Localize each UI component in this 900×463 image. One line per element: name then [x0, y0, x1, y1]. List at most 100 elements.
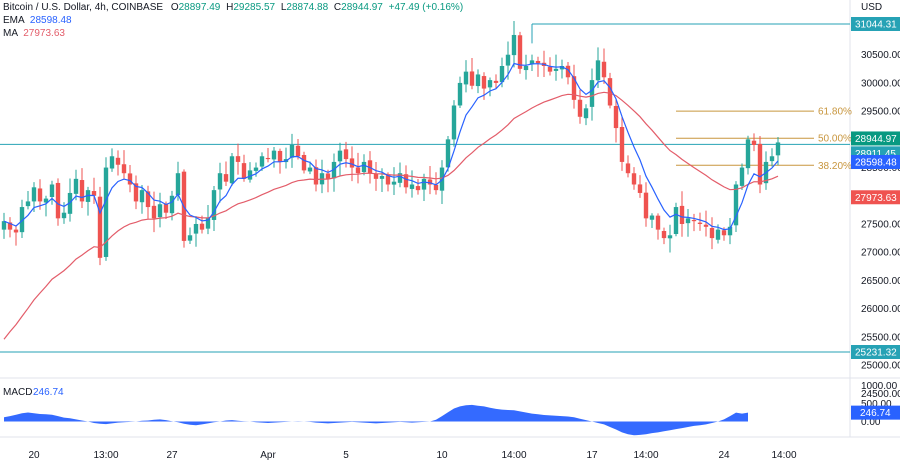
candle-body: [241, 163, 247, 179]
close-key: C: [333, 2, 342, 13]
candle-body: [247, 170, 253, 180]
candle-body: [289, 144, 295, 158]
candle-body: [757, 143, 763, 185]
candle-body: [73, 178, 79, 194]
candle-body: [151, 205, 157, 219]
candle-body: [433, 184, 439, 191]
candle-body: [31, 187, 37, 202]
candle-body: [445, 139, 451, 168]
candle-body: [343, 149, 349, 160]
x-tick-label: 14:00: [501, 450, 526, 461]
price-tag-label: 31044.31: [855, 20, 897, 31]
y-tick-label: 26000.00: [861, 304, 900, 315]
candle-body: [217, 173, 223, 190]
y-tick-label: 25500.00: [861, 332, 900, 343]
price-tag-label: 28944.97: [855, 134, 897, 145]
candle-body: [727, 226, 733, 236]
candle-body: [133, 183, 139, 202]
candle-body: [721, 230, 727, 236]
x-tick-label: 5: [343, 450, 349, 461]
close-value: 28944.97: [341, 2, 383, 13]
price-tag-last: [851, 131, 900, 146]
open-value: 28897.49: [178, 2, 221, 13]
macd-value-tag-label: 246.74: [860, 408, 891, 419]
price-tag-label: 25231.32: [855, 348, 897, 359]
price-tag-ema: [851, 155, 900, 170]
candle-body: [121, 164, 127, 174]
candle-body: [211, 190, 217, 220]
candle-body: [109, 156, 115, 169]
candle-body: [127, 173, 133, 185]
macd-y-tick-label: 500.00: [861, 399, 892, 410]
y-tick-label: 26500.00: [861, 276, 900, 287]
candle-body: [25, 201, 31, 207]
candle-body: [529, 60, 535, 65]
x-tick-label: Apr: [260, 450, 276, 461]
candle-body: [55, 182, 61, 219]
candle-body: [751, 140, 757, 145]
y-tick-label: 25000.00: [861, 361, 900, 372]
candle-body: [337, 150, 343, 162]
candle-body: [457, 82, 463, 106]
candle-body: [223, 174, 229, 182]
candle-body: [643, 192, 649, 219]
price-tag-ma: [851, 190, 900, 205]
candle-body: [349, 158, 355, 168]
change-value: +47.49 (+0.16%): [388, 2, 464, 13]
candle-body: [499, 65, 505, 83]
candle-body: [97, 196, 103, 258]
ema-label: EMA: [3, 15, 25, 26]
candle-body: [691, 219, 697, 222]
candle-body: [271, 150, 277, 160]
candle-body: [769, 156, 775, 162]
candle-body: [43, 198, 49, 203]
candle-body: [475, 74, 481, 87]
x-tick-label: 13:00: [93, 450, 118, 461]
candle-body: [367, 160, 373, 174]
fib-level-label: 50.00%: [818, 134, 852, 145]
candle-body: [235, 156, 241, 162]
candle-body: [619, 127, 625, 162]
candle-body: [577, 99, 583, 117]
candle-body: [103, 167, 109, 257]
macd-y-tick-label: 0.00: [861, 417, 881, 428]
symbol-header: Bitcoin / U.S. Dollar, 4h, COINBASE O288…: [3, 2, 463, 14]
candle-body: [469, 71, 475, 86]
candle-body: [523, 65, 529, 71]
candle-body: [733, 184, 739, 226]
candle-body: [391, 181, 397, 185]
candle-body: [661, 230, 667, 239]
price-tag-label: 27973.63: [855, 193, 897, 204]
candle-body: [451, 105, 457, 140]
fib-level-label: 38.20%: [818, 161, 852, 172]
candle-body: [649, 215, 655, 220]
candle-body: [1, 221, 7, 230]
candle-body: [355, 167, 361, 174]
y-tick-label: 29500.00: [861, 107, 900, 118]
candle-body: [511, 34, 517, 56]
candle-body: [427, 179, 433, 185]
candle-body: [307, 167, 313, 172]
candle-body: [37, 188, 43, 202]
candle-body: [481, 76, 487, 89]
x-tick-label: 27: [166, 450, 178, 461]
candle-body: [703, 224, 709, 227]
candle-body: [301, 154, 307, 171]
candle-body: [673, 207, 679, 235]
candle-body: [613, 105, 619, 129]
candle-body: [373, 173, 379, 179]
y-tick-label: 30500.00: [861, 50, 900, 61]
ma-label: MA: [3, 28, 18, 39]
y-tick-label: 30000.00: [861, 78, 900, 89]
candle-body: [715, 229, 721, 240]
candle-body: [325, 173, 331, 179]
candle-body: [253, 167, 259, 171]
candle-body: [571, 76, 577, 100]
price-tag-hline: [851, 345, 900, 359]
candle-body: [259, 156, 265, 167]
high-value: 29285.57: [233, 2, 276, 13]
candle-body: [697, 222, 703, 224]
candle-body: [229, 156, 235, 184]
candle-body: [547, 66, 553, 72]
